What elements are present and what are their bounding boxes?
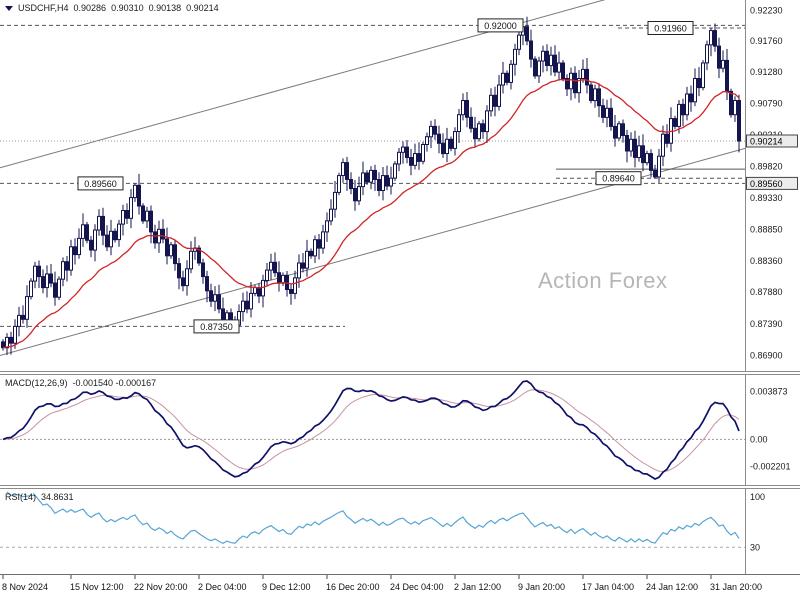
svg-text:15 Nov 12:00: 15 Nov 12:00 — [70, 582, 124, 592]
svg-text:0.88850: 0.88850 — [750, 224, 783, 234]
svg-text:0.00: 0.00 — [750, 434, 768, 444]
svg-text:0.90214: 0.90214 — [750, 137, 783, 147]
svg-text:22 Nov 20:00: 22 Nov 20:00 — [134, 582, 188, 592]
price-axis-boxed-label: 0.90214 — [746, 134, 798, 148]
rsi-canvas[interactable]: 100 30 — [0, 489, 800, 574]
price-axis-boxed-label: 0.89560 — [746, 176, 798, 190]
ma-line — [2, 78, 740, 349]
macd-canvas[interactable]: 0.003873 0.00 -0.002201 — [0, 375, 800, 485]
svg-text:24 Jan 12:00: 24 Jan 12:00 — [646, 582, 698, 592]
symbol-marker-icon[interactable] — [5, 6, 13, 12]
ohlc-low: 0.90138 — [148, 3, 182, 13]
level-label-box[interactable]: 0.89640 — [595, 171, 642, 186]
svg-text:0.91960: 0.91960 — [654, 24, 687, 34]
panel-divider[interactable] — [0, 371, 800, 375]
svg-text:31 Jan 20:00: 31 Jan 20:00 — [710, 582, 762, 592]
macd-axis-ticks: 0.003873 0.00 -0.002201 — [750, 386, 791, 471]
macd-header: MACD(12,26,9) -0.001540 -0.000167 — [5, 378, 161, 388]
rsi-panel[interactable]: 100 30 RSI(14) 34.8631 — [0, 489, 800, 574]
ohlc-high: 0.90310 — [111, 3, 144, 13]
svg-text:0.89640: 0.89640 — [602, 174, 635, 184]
svg-text:17 Jan 04:00: 17 Jan 04:00 — [582, 582, 634, 592]
svg-text:0.91760: 0.91760 — [750, 36, 783, 46]
svg-text:9 Jan 20:00: 9 Jan 20:00 — [518, 582, 565, 592]
ohlc-open: 0.90286 — [73, 3, 107, 13]
svg-text:2 Jan 12:00: 2 Jan 12:00 — [454, 582, 501, 592]
svg-text:8 Nov 2024: 8 Nov 2024 — [2, 582, 48, 592]
macd-label: MACD(12,26,9) — [5, 378, 68, 388]
candles[interactable] — [1, 16, 741, 355]
svg-text:0.92230: 0.92230 — [750, 6, 783, 16]
svg-text:0.89820: 0.89820 — [750, 162, 783, 172]
rsi-header: RSI(14) 34.8631 — [5, 492, 79, 502]
macd-values: -0.001540 -0.000167 — [72, 378, 157, 388]
macd-signal-line — [2, 389, 740, 472]
svg-text:0.90790: 0.90790 — [750, 99, 783, 109]
level-label-box[interactable]: 0.89560 — [77, 176, 124, 191]
svg-text:0.87880: 0.87880 — [750, 287, 783, 297]
ohlc-close: 0.90214 — [186, 3, 219, 13]
time-axis-canvas[interactable]: 8 Nov 2024 15 Nov 12:00 22 Nov 20:00 2 Dec … — [0, 575, 800, 600]
time-axis[interactable]: 8 Nov 2024 15 Nov 12:00 22 Nov 20:00 2 Dec … — [0, 574, 800, 600]
level-label-box[interactable]: 0.92000 — [477, 18, 524, 33]
svg-text:0.89560: 0.89560 — [750, 179, 783, 189]
price-chart-canvas[interactable]: 0.92000 0.91960 0.89560 0.89640 0.87350 0.922… — [0, 0, 800, 371]
svg-text:0.87350: 0.87350 — [200, 322, 233, 332]
level-label-box[interactable]: 0.87350 — [193, 319, 240, 334]
svg-text:16 Dec 20:00: 16 Dec 20:00 — [326, 582, 380, 592]
svg-text:0.88360: 0.88360 — [750, 256, 783, 266]
svg-text:9 Dec 12:00: 9 Dec 12:00 — [262, 582, 311, 592]
svg-text:0.89330: 0.89330 — [750, 193, 783, 203]
svg-text:0.89560: 0.89560 — [84, 179, 117, 189]
level-label-box[interactable]: 0.91960 — [647, 21, 694, 35]
svg-text:24 Dec 04:00: 24 Dec 04:00 — [390, 582, 444, 592]
svg-text:0.86900: 0.86900 — [750, 351, 783, 361]
rsi-value: 34.8631 — [41, 492, 74, 502]
svg-text:30: 30 — [750, 542, 760, 552]
macd-line — [2, 380, 740, 480]
svg-text:2 Dec 04:00: 2 Dec 04:00 — [198, 582, 247, 592]
panel-divider[interactable] — [0, 485, 800, 489]
rsi-axis-ticks: 100 30 — [750, 492, 765, 552]
svg-text:-0.002201: -0.002201 — [750, 462, 791, 472]
svg-text:100: 100 — [750, 492, 765, 502]
svg-text:0.003873: 0.003873 — [750, 386, 788, 396]
macd-panel[interactable]: 0.003873 0.00 -0.002201 MACD(12,26,9) -0.00… — [0, 375, 800, 485]
rsi-line — [6, 491, 740, 544]
svg-text:0.87390: 0.87390 — [750, 319, 783, 329]
trend-line[interactable] — [0, 0, 745, 169]
symbol-timeframe: USDCHF,H4 — [18, 3, 69, 13]
time-axis-ticks: 8 Nov 2024 15 Nov 12:00 22 Nov 20:00 2 Dec … — [2, 575, 762, 592]
svg-text:0.91280: 0.91280 — [750, 67, 783, 77]
svg-text:0.92000: 0.92000 — [484, 21, 517, 31]
rsi-label: RSI(14) — [5, 492, 37, 502]
price-panel[interactable]: 0.92000 0.91960 0.89560 0.89640 0.87350 0.922… — [0, 0, 800, 371]
chart-header: USDCHF,H4 0.90286 0.90310 0.90138 0.90214 — [5, 3, 224, 13]
